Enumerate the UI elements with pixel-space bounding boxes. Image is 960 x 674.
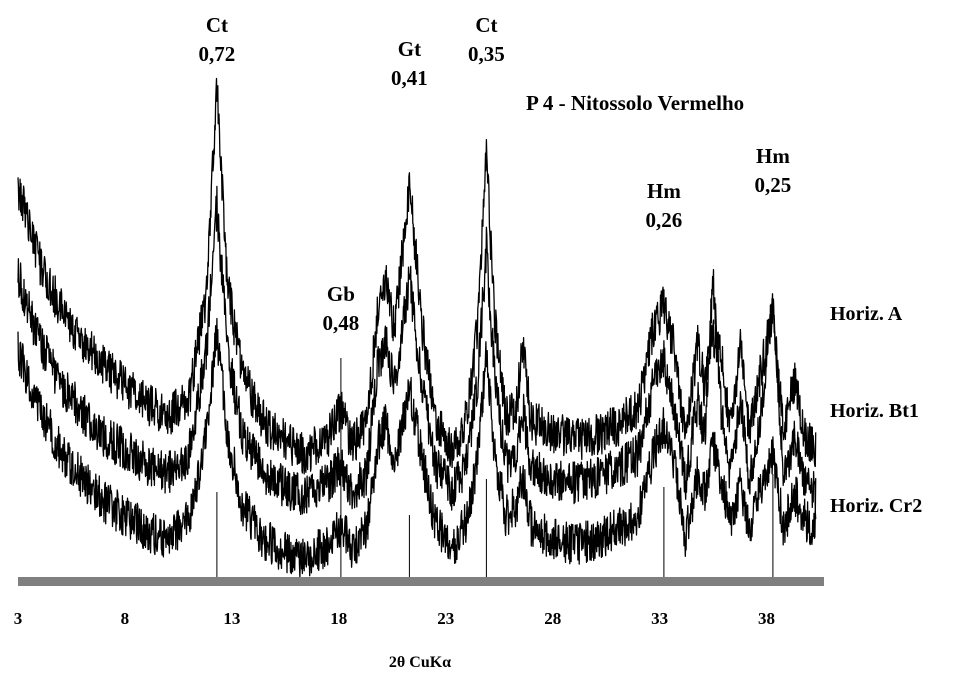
chart-title: P 4 - Nitossolo Vermelho — [526, 91, 744, 115]
x-tick-label: 23 — [437, 609, 454, 628]
peak-d-spacing-label: 0,25 — [755, 173, 792, 197]
peak-d-spacing-label: 0,41 — [391, 66, 428, 90]
series-label-1: Horiz. A — [830, 303, 903, 325]
x-tick-label: 3 — [14, 609, 23, 628]
x-tick-label: 18 — [330, 609, 347, 628]
series-label-3: Horiz. Cr2 — [830, 495, 922, 517]
series-label-2: Horiz. Bt1 — [830, 400, 919, 422]
series-labels: Horiz. A Horiz. Bt1 Horiz. Cr2 — [830, 303, 922, 517]
peak-d-spacing-label: 0,48 — [323, 311, 360, 335]
x-tick-label: 33 — [651, 609, 668, 628]
peak-labels: Ct 0,72 Gb 0,48 Gt 0,41 Ct 0,35 Hm 0,26 Hm 0,25 — [199, 13, 792, 335]
peak-reference-lines — [216, 358, 774, 577]
x-tick-labels: 3 8 13 18 23 28 33 38 — [14, 609, 775, 628]
peak-d-spacing-label: 0,35 — [468, 42, 505, 66]
series-layer — [17, 77, 817, 579]
peak-d-spacing-label: 0,26 — [646, 208, 683, 232]
peak-mineral-label: Gb — [327, 282, 355, 306]
series-line-2 — [17, 185, 817, 516]
x-axis-title: 2θ CuKα — [389, 654, 451, 671]
x-tick-label: 8 — [121, 609, 130, 628]
peak-mineral-label: Hm — [756, 144, 790, 168]
x-tick-label: 28 — [544, 609, 561, 628]
peak-mineral-label: Ct — [206, 13, 228, 37]
series-line-3 — [17, 317, 817, 579]
x-tick-label: 38 — [758, 609, 775, 628]
peak-mineral-label: Hm — [647, 179, 681, 203]
peak-mineral-label: Gt — [398, 37, 421, 61]
x-tick-label: 13 — [223, 609, 240, 628]
peak-d-spacing-label: 0,72 — [199, 42, 236, 66]
series-line-1 — [17, 77, 817, 475]
peak-mineral-label: Ct — [475, 13, 497, 37]
x-axis-bar — [18, 577, 824, 586]
